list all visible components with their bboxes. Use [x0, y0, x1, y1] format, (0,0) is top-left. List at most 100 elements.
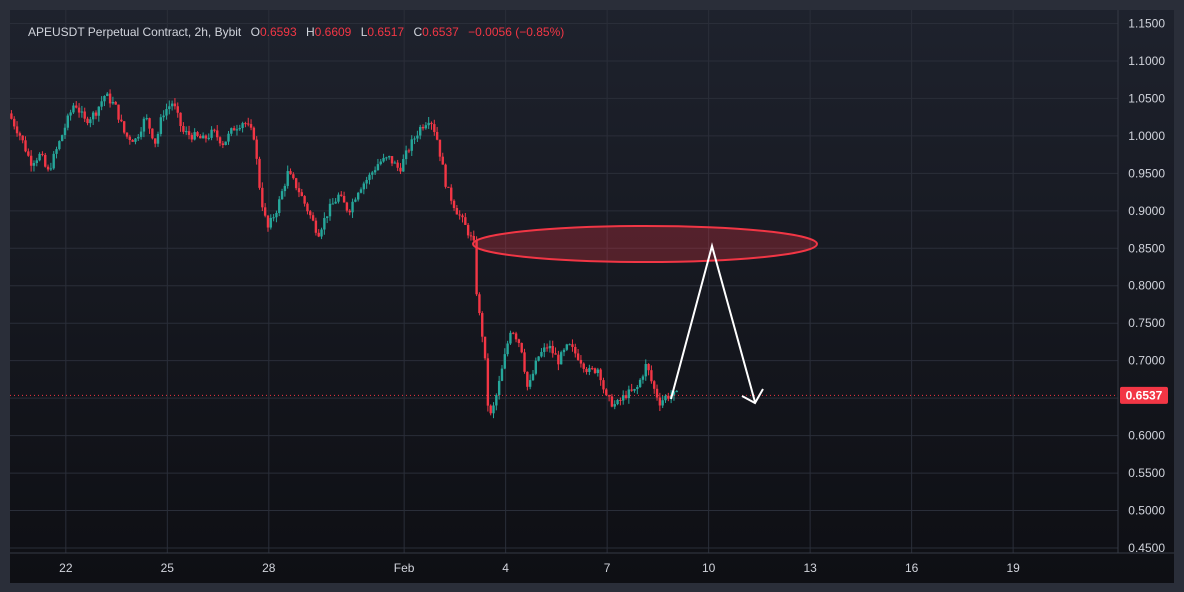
candle-body [356, 192, 360, 200]
candle-body [337, 194, 340, 202]
candle-body [252, 127, 256, 140]
chart-frame[interactable]: 1.1500 1.1000 1.0500 1.0000 0.9500 0.9000 0.85… [10, 10, 1174, 583]
time-tick-label: Feb [394, 561, 415, 575]
candle-body [139, 131, 143, 137]
candle-body [469, 235, 473, 237]
candle-body [627, 389, 631, 399]
candle-body [433, 124, 436, 132]
candle-body [325, 216, 329, 219]
ohlc-close: 0.6537 [422, 25, 459, 39]
candle-body [292, 174, 295, 179]
candle-body [362, 183, 366, 190]
candle-body [238, 128, 241, 130]
time-tick-label: 10 [702, 561, 716, 575]
candle-body [117, 104, 120, 120]
projection-arrow-path[interactable] [670, 242, 756, 403]
candle-body [255, 139, 258, 159]
candle-body [235, 129, 239, 131]
candle-body [46, 166, 50, 170]
candle-body [667, 395, 670, 399]
candle-body [148, 118, 151, 129]
price-tick-label: 1.1000 [1128, 54, 1165, 68]
resistance-zone-ellipse[interactable] [472, 225, 818, 263]
candle-body [509, 332, 512, 344]
candle-body [644, 364, 647, 377]
candle-body [593, 368, 597, 374]
candle-body [131, 139, 134, 142]
time-tick-label: 4 [502, 561, 509, 575]
candle-body [655, 388, 659, 398]
candle-body [599, 369, 602, 381]
candle-body [227, 133, 230, 142]
ohlc-change-pct: (−0.85%) [515, 25, 565, 39]
candle-body [94, 112, 98, 116]
candle-body [390, 156, 394, 164]
candle-body [179, 112, 182, 127]
projection-arrowhead [741, 388, 764, 405]
candle-body [159, 117, 163, 134]
candle-body [582, 363, 585, 369]
candle-body [218, 137, 222, 144]
candle-body [89, 119, 92, 124]
price-axis[interactable]: 1.1500 1.1000 1.0500 1.0000 0.9500 0.9000 0.85… [1128, 16, 1165, 555]
symbol-legend: APEUSDT Perpetual Contract, 2h, Bybit O0… [28, 25, 565, 39]
candle-body [382, 157, 385, 162]
price-tick-label: 1.0500 [1128, 91, 1165, 105]
candle-body [10, 113, 13, 119]
last-price-label: 0.6537 [1120, 386, 1168, 404]
candle-body [653, 381, 656, 389]
candle-body [241, 123, 244, 129]
price-tick-label: 0.7500 [1128, 316, 1165, 330]
candle-body [80, 111, 84, 113]
candle-body [24, 140, 27, 152]
candle-body [410, 139, 413, 151]
candle-body [416, 135, 419, 139]
candle-body [486, 358, 490, 406]
candle-body [342, 195, 346, 203]
candle-body [216, 130, 219, 138]
candle-body [489, 405, 492, 414]
candle-body [328, 203, 332, 217]
candle-body [638, 379, 642, 388]
price-tick-label: 0.5000 [1128, 504, 1165, 518]
price-tick-label: 1.1500 [1128, 16, 1165, 30]
candle-body [514, 333, 518, 340]
candle-body [402, 159, 405, 172]
candle-body [314, 220, 318, 233]
candle-body [345, 202, 349, 211]
time-tick-label: 13 [803, 561, 817, 575]
price-tick-label: 0.8000 [1128, 279, 1165, 293]
time-axis[interactable]: 22 25 28 Feb 4 7 10 13 16 19 [59, 561, 1020, 575]
candle-body [18, 133, 22, 136]
candle-body [201, 135, 205, 139]
candle-body [619, 399, 622, 401]
candle-body [399, 167, 402, 172]
candle-body [58, 141, 61, 150]
candle-body [371, 172, 374, 175]
candle-body [605, 389, 608, 396]
candle-body [636, 387, 639, 389]
candle-body [424, 125, 428, 129]
price-tick-label: 0.8500 [1128, 241, 1165, 255]
candle-body [162, 115, 165, 118]
price-tick-label: 0.9000 [1128, 204, 1165, 218]
symbol-interval: 2h [194, 25, 208, 39]
candle-body [461, 215, 464, 218]
candle-body [616, 399, 619, 405]
candle-body [49, 168, 53, 170]
candle-body [122, 121, 126, 133]
candle-body [500, 368, 504, 381]
candle-body [348, 210, 351, 213]
candle-body [610, 396, 614, 407]
candle-body [351, 201, 354, 213]
candle-body [32, 163, 36, 166]
candle-body [404, 150, 408, 160]
candle-body [562, 349, 566, 353]
candle-body [543, 347, 546, 352]
price-chart[interactable]: 1.1500 1.1000 1.0500 1.0000 0.9500 0.9000 0.85… [10, 10, 1174, 583]
candle-body [447, 186, 450, 188]
candle-body [156, 133, 160, 144]
candle-body [503, 354, 506, 369]
candle-body [300, 192, 304, 197]
candle-body [607, 395, 611, 397]
